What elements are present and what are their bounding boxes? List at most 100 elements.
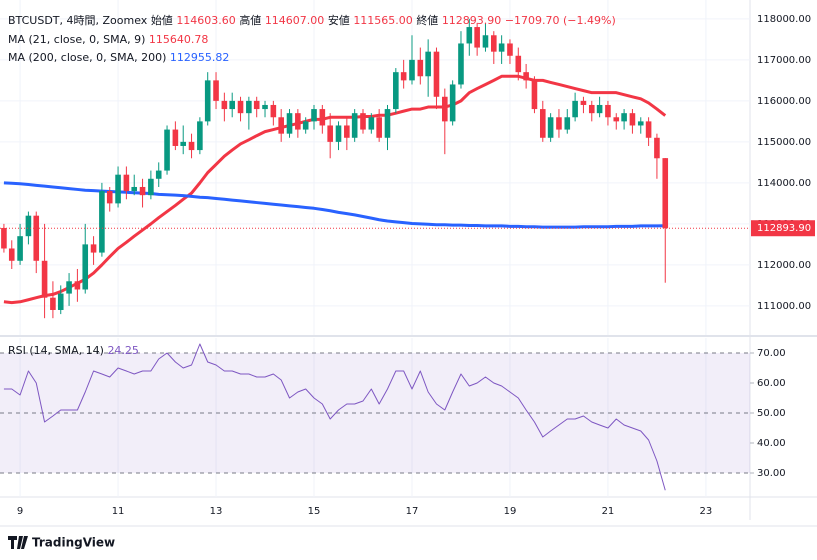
candle-body	[1, 227, 7, 249]
candle-body	[131, 186, 138, 192]
candle-body	[515, 55, 522, 73]
ohlc-value: 112893.90	[442, 14, 502, 27]
brand: TradingView	[32, 536, 115, 550]
candle-body	[605, 104, 611, 118]
candle-body	[286, 113, 293, 134]
candle-body	[588, 104, 595, 114]
candle-body	[148, 178, 154, 196]
tradingview-logo	[8, 536, 28, 549]
candle-body	[466, 27, 473, 44]
last-price-label: 112893.90	[757, 223, 811, 234]
y-tick-label: 70.00	[757, 348, 786, 359]
candle-body	[50, 297, 56, 310]
y-tick-label: 114000.00	[757, 178, 811, 189]
legend-row: MA (21, close, 0, SMA, 9) 115640.78	[8, 33, 208, 46]
candle-body	[229, 100, 236, 110]
ohlc-label: 高値	[239, 13, 261, 27]
candle-body	[25, 215, 32, 237]
candle-body	[498, 43, 505, 52]
candle-body	[360, 113, 366, 130]
ohlc-label: 安値	[328, 13, 350, 27]
candle-body	[621, 113, 627, 122]
indicator-name: MA (21, close, 0, SMA, 9)	[8, 33, 145, 46]
candle-body	[556, 117, 562, 130]
candle-body	[482, 35, 489, 48]
y-tick-label: 118000.00	[757, 14, 811, 25]
candle-body	[539, 109, 546, 138]
candle-body	[654, 137, 660, 159]
x-tick-label: 19	[504, 506, 517, 517]
indicator-value: 24.25	[107, 344, 139, 357]
indicator-value: 115640.78	[149, 33, 209, 46]
candle-body	[449, 84, 456, 122]
ohlc-label: 始値	[151, 13, 173, 27]
candle-body	[155, 170, 162, 179]
x-tick-label: 9	[17, 506, 23, 517]
candle-body	[425, 51, 431, 77]
candle-body	[99, 191, 105, 253]
candle-body	[327, 125, 333, 142]
candle-body	[523, 72, 529, 81]
ohlc-value: 111565.00	[353, 14, 413, 27]
candle-body	[262, 104, 268, 110]
candle-body	[409, 59, 415, 81]
candle-body	[613, 117, 620, 122]
candle-body	[393, 72, 399, 110]
x-tick-label: 11	[112, 506, 125, 517]
y-tick-label: 60.00	[757, 378, 786, 389]
candle-body	[270, 104, 277, 118]
candle-body	[33, 215, 40, 261]
price-change: −1709.70 (−1.49%)	[505, 14, 616, 27]
candle-body	[237, 100, 244, 114]
candle-body	[458, 43, 464, 85]
candle-body	[139, 186, 146, 196]
candle-body	[580, 100, 587, 105]
symbol: BTCUSDT, 4時間, Zoomex	[8, 14, 148, 27]
candle-body	[547, 117, 554, 138]
y-tick-label: 30.00	[757, 468, 786, 479]
indicator-line	[3, 181, 666, 229]
candle-body	[637, 121, 644, 126]
candle-body	[41, 260, 48, 298]
indicator-name: MA (200, close, 0, SMA, 200)	[8, 51, 166, 64]
candle-body	[311, 109, 317, 122]
candle-body	[180, 141, 187, 146]
candle-body	[442, 96, 448, 122]
x-tick-label: 15	[308, 506, 321, 517]
candle-body	[66, 281, 72, 294]
candle-body	[17, 236, 23, 261]
candle-body	[572, 100, 578, 118]
indicator-line	[3, 74, 667, 305]
candle-body	[319, 109, 326, 126]
candle-body	[82, 244, 89, 290]
candle-body	[351, 113, 358, 138]
candle-body	[490, 35, 497, 52]
candle-body	[474, 27, 480, 48]
x-tick-label: 21	[602, 506, 615, 517]
ohlc-value: 114607.00	[265, 14, 325, 27]
candle-body	[368, 117, 375, 130]
ohlc-label: 終値	[416, 13, 438, 27]
candle-body	[384, 109, 391, 138]
grid	[0, 0, 754, 497]
candle-body	[246, 100, 252, 114]
candle-body	[90, 244, 97, 253]
candle-body	[400, 72, 407, 81]
candle-body	[629, 113, 636, 126]
candle-body	[645, 121, 652, 138]
candle-body	[335, 125, 342, 142]
labels: 911131517192123111000.00112000.00113000.…	[8, 13, 815, 517]
marks	[0, 18, 750, 491]
last-price-tag	[751, 220, 815, 237]
candle-body	[596, 104, 603, 114]
candle-body	[344, 125, 350, 138]
candle-body	[253, 100, 260, 110]
indicator-name: RSI (14, SMA, 14)	[8, 344, 104, 357]
candle-body	[507, 43, 513, 56]
candle-body	[8, 248, 15, 261]
candle-body	[531, 80, 538, 110]
y-tick-label: 116000.00	[757, 96, 811, 107]
legend-row: MA (200, close, 0, SMA, 200) 112955.82	[8, 51, 229, 64]
